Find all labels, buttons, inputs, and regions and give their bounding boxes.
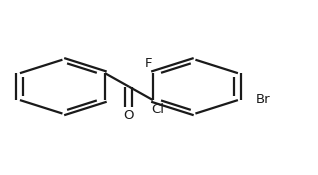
- Text: F: F: [144, 57, 152, 70]
- Text: Cl: Cl: [151, 103, 164, 116]
- Text: Br: Br: [255, 93, 270, 106]
- Text: O: O: [124, 109, 134, 122]
